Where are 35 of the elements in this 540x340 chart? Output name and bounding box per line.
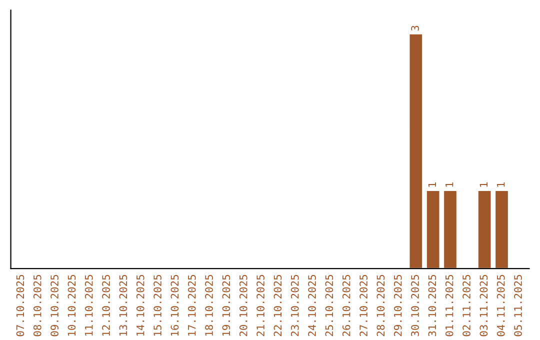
x-tick-label: 26.10.2025	[342, 274, 350, 336]
data-label: 1	[480, 182, 488, 187]
data-label: 1	[497, 182, 505, 187]
x-tick-label: 30.10.2025	[411, 274, 419, 336]
x-tick-label: 08.10.2025	[33, 274, 42, 336]
x-tick-label: 11.10.2025	[84, 274, 93, 336]
x-tick-label: 07.10.2025	[16, 274, 24, 336]
x-tick-label: 31.10.2025	[428, 274, 436, 336]
x-tick-label: 09.10.2025	[50, 274, 58, 336]
x-tick-label: 19.10.2025	[222, 274, 230, 336]
x-tick-label: 24.10.2025	[308, 274, 316, 336]
x-tick-label: 16.10.2025	[170, 274, 179, 336]
x-tick-label: 12.10.2025	[102, 274, 110, 336]
x-tick-label: 28.10.2025	[376, 274, 385, 336]
x-tick-label: 10.10.2025	[68, 274, 76, 336]
x-tick-label: 29.10.2025	[394, 274, 402, 336]
x-tick-label: 23.10.2025	[290, 274, 299, 336]
x-tick-label: 25.10.2025	[325, 274, 334, 336]
x-tick-label: 03.11.2025	[480, 274, 488, 336]
x-tick-label: 02.11.2025	[462, 274, 470, 336]
data-label: 1	[428, 182, 436, 187]
x-tick-label: 20.10.2025	[239, 274, 248, 336]
x-tick-label: 14.10.2025	[136, 274, 144, 336]
x-tick-label: 15.10.2025	[154, 274, 162, 336]
x-tick-label: 27.10.2025	[360, 274, 368, 336]
data-label: 3	[411, 26, 419, 31]
x-tick-label: 17.10.2025	[188, 274, 196, 336]
x-tick-label: 01.11.2025	[445, 274, 454, 336]
x-tick-label: 13.10.2025	[119, 274, 128, 336]
x-tick-label: 05.11.2025	[514, 274, 522, 336]
x-tick-label: 21.10.2025	[256, 274, 264, 336]
x-tick-label: 04.11.2025	[496, 274, 505, 336]
x-tick-label: 22.10.2025	[274, 274, 282, 336]
data-label: 1	[446, 182, 454, 187]
x-tick-label: 18.10.2025	[205, 274, 213, 336]
